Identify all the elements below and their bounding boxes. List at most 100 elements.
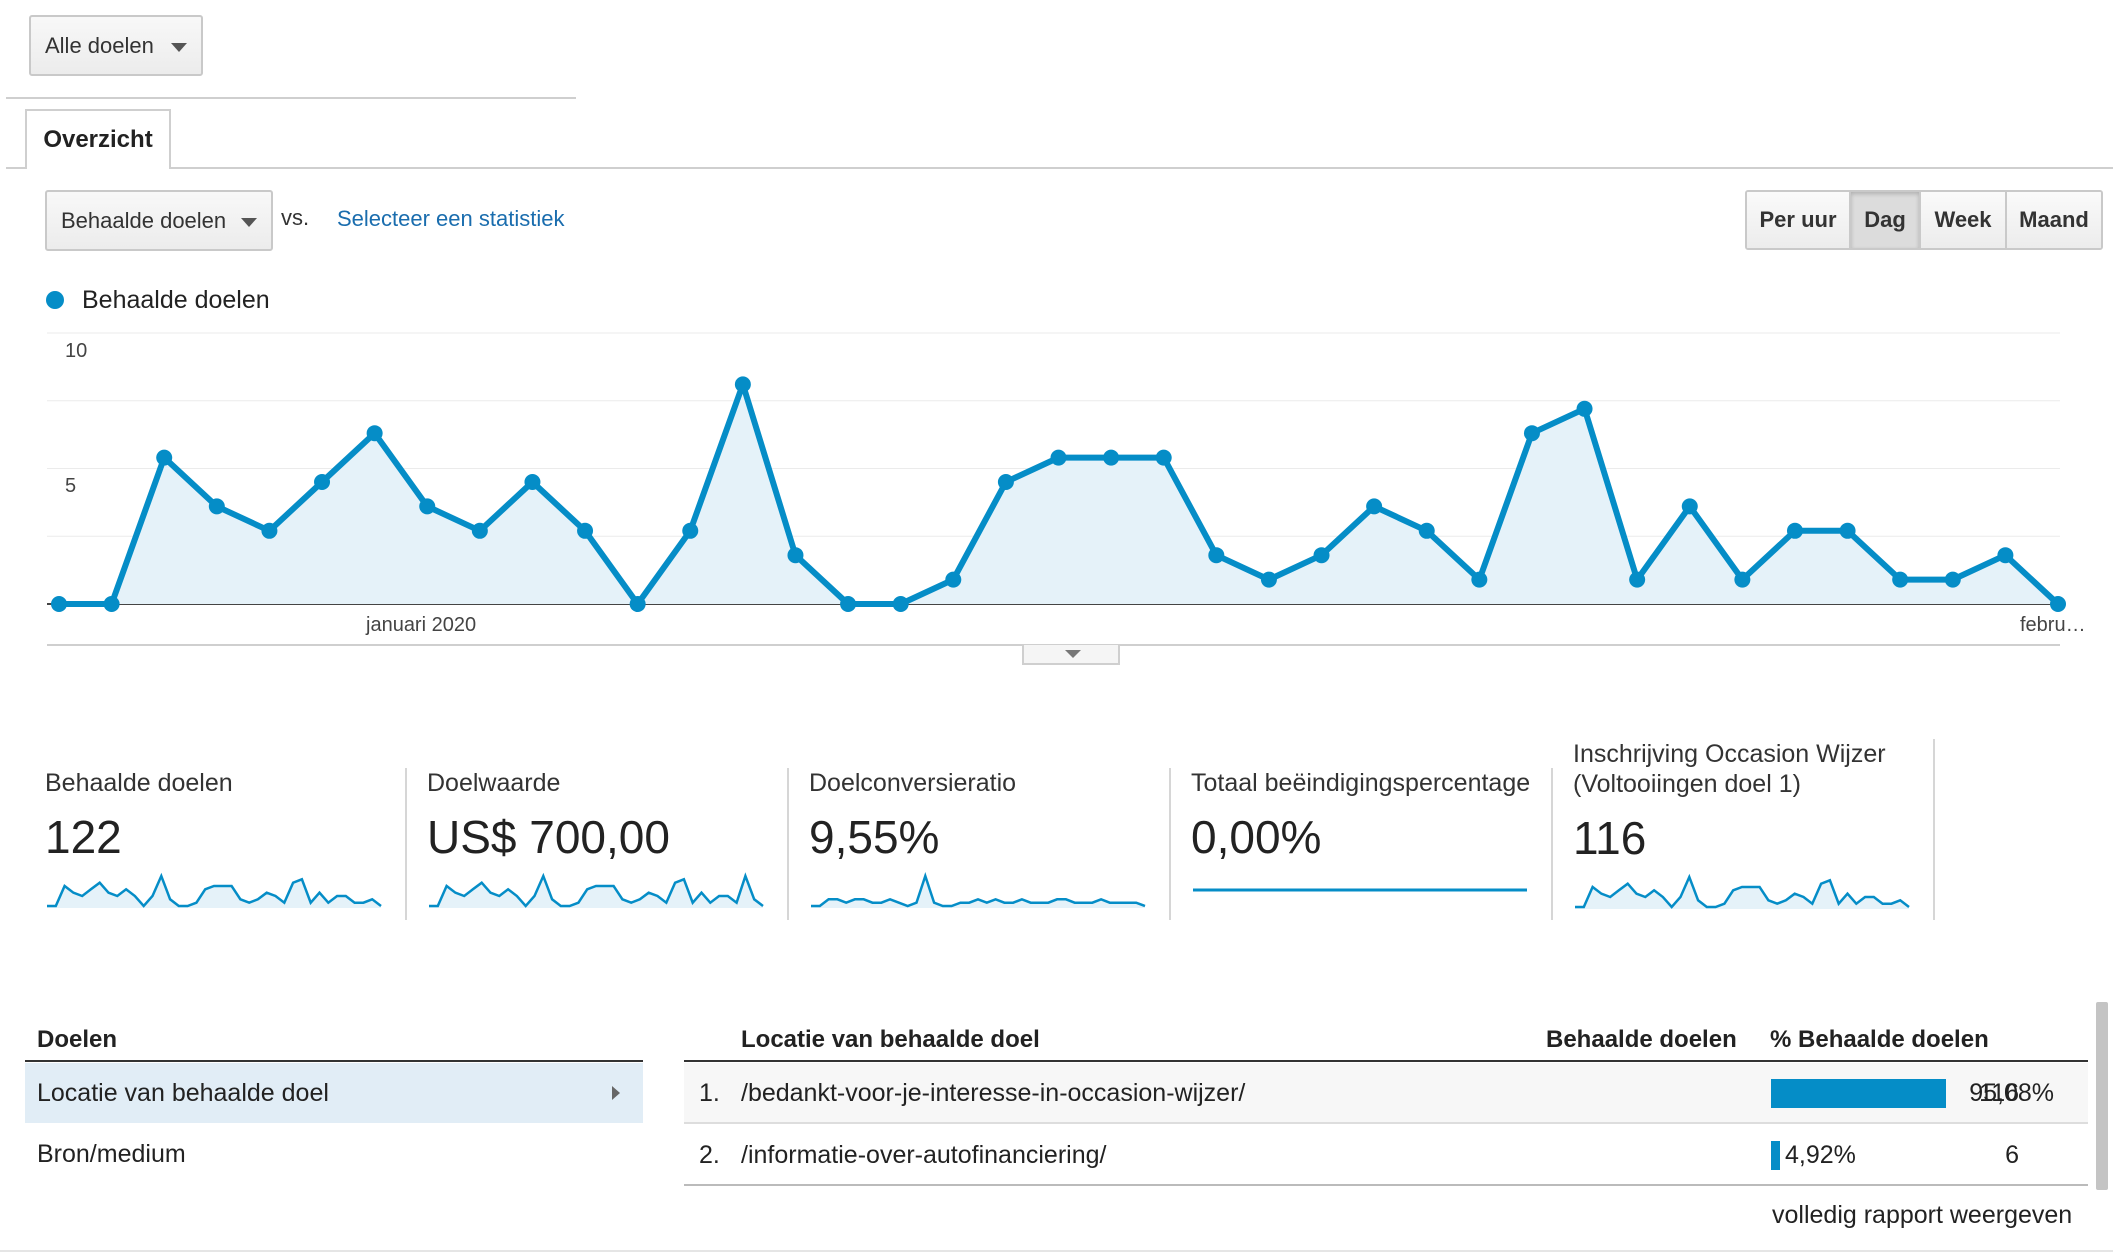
tab-label: Overzicht (43, 126, 153, 153)
data-point (1366, 498, 1383, 515)
data-point (892, 596, 909, 612)
row-goals: 116 (1979, 1079, 2019, 1107)
sparkline-line (47, 872, 382, 908)
divider (6, 97, 576, 99)
y-tick-label: 10 (65, 340, 88, 362)
row-goals: 6 (2005, 1141, 2019, 1169)
row-percent: 95,08% (1969, 1079, 2054, 1107)
scorecard-conversion-rate[interactable]: Doelconversieratio 9,55% (809, 768, 1154, 912)
data-point (629, 596, 646, 612)
scorecard-value: US$ 700,00 (427, 811, 670, 863)
scorecard-abandonment-rate[interactable]: Totaal beëindigingspercentage 0,00% (1191, 768, 1551, 912)
column-header-goals[interactable]: Behaalde doelen (1546, 1026, 1737, 1053)
row-location-link[interactable]: /bedankt-voor-je-interesse-in-occasion-w… (741, 1079, 1246, 1107)
scorecard-sparkline (429, 872, 764, 908)
legend-marker (46, 291, 64, 309)
divider (25, 1060, 643, 1062)
data-point (51, 596, 67, 612)
scorecard-goal-value[interactable]: Doelwaarde US$ 700,00 (427, 768, 772, 912)
metric-select-label: Behaalde doelen (61, 207, 227, 233)
scorecard-goals[interactable]: Behaalde doelen 122 (45, 768, 390, 912)
scorecard-value: 122 (45, 811, 122, 863)
column-header-location[interactable]: Locatie van behaalde doel (741, 1026, 1040, 1053)
data-point (1103, 449, 1120, 466)
data-point (1997, 547, 2014, 564)
data-point (1786, 522, 1803, 539)
granularity-day-button[interactable]: Dag (1851, 192, 1921, 248)
data-point (1734, 571, 1751, 588)
tab-baseline (6, 167, 25, 169)
sparkline-area (429, 876, 763, 908)
scorecard-label: Doelwaarde (427, 769, 561, 797)
row-percent: 4,92% (1785, 1141, 1856, 1169)
scorecard-label: Inschrijving Occasion Wijzer (Voltooiing… (1573, 740, 1886, 798)
scorecard-goal-1[interactable]: Inschrijving Occasion Wijzer (Voltooiing… (1573, 739, 1943, 913)
granularity-month-button[interactable]: Maand (2007, 192, 2101, 248)
data-point (945, 571, 962, 588)
divider (1933, 739, 1935, 920)
left-panel-heading: Doelen (37, 1026, 118, 1053)
row-location-link[interactable]: /informatie-over-autofinanciering/ (741, 1141, 1107, 1169)
data-point (1839, 522, 1856, 539)
sparkline-area (1575, 877, 1909, 909)
series-area (59, 384, 2058, 604)
data-point (156, 449, 173, 466)
data-point (1208, 547, 1225, 564)
row-index: 1. (699, 1079, 720, 1107)
column-header-percent[interactable]: % Behaalde doelen (1770, 1026, 1989, 1053)
left-panel-item-location[interactable]: Locatie van behaalde doel (25, 1063, 643, 1123)
data-point (734, 376, 751, 393)
goal-filter-dropdown[interactable]: Alle doelen (29, 15, 203, 76)
metric-select[interactable]: Behaalde doelen (45, 190, 273, 251)
data-point (366, 425, 383, 442)
row-percent-bar (1771, 1079, 1946, 1108)
table-row: 2. /informatie-over-autofinanciering/ 6 … (684, 1124, 2088, 1184)
legend-label: Behaalde doelen (82, 286, 270, 314)
scorecard-label: Behaalde doelen (45, 769, 233, 797)
goals-line-chart (47, 332, 2066, 646)
data-point (1471, 571, 1488, 588)
scrollbar[interactable] (2096, 1002, 2108, 1190)
divider (684, 1122, 2088, 1124)
x-tick-label: febru… (2020, 614, 2086, 636)
row-percent-bar (1771, 1141, 1780, 1170)
scorecard-label: Doelconversieratio (809, 769, 1017, 797)
data-point (682, 522, 699, 539)
sparkline-line (1575, 873, 1910, 909)
chevron-down-icon (1065, 650, 1081, 658)
tab-overzicht[interactable]: Overzicht (25, 109, 171, 169)
granularity-toggle: Per uur Dag Week Maand (1745, 190, 2103, 250)
x-tick-label: januari 2020 (366, 614, 477, 636)
granularity-week-button[interactable]: Week (1921, 192, 2007, 248)
data-point (208, 498, 225, 515)
chevron-down-icon (171, 42, 187, 52)
scorecard-sparkline (47, 872, 382, 908)
full-report-link[interactable]: volledig rapport weergeven (1772, 1201, 2073, 1229)
scorecard-value: 116 (1573, 812, 1647, 864)
data-point (2050, 596, 2066, 612)
sparkline-line (811, 872, 1146, 908)
select-metric-link[interactable]: Selecteer een statistiek (337, 206, 565, 231)
chevron-down-icon (241, 217, 257, 227)
data-point (1681, 498, 1698, 515)
data-point (1313, 547, 1330, 564)
divider (405, 768, 407, 920)
data-point (787, 547, 804, 564)
data-point (1944, 571, 1961, 588)
vs-label: vs. (281, 205, 310, 230)
scorecard-value: 9,55% (809, 811, 940, 863)
left-panel-item-source-medium[interactable]: Bron/medium (37, 1140, 186, 1168)
chart-collapse-handle[interactable] (1022, 645, 1120, 665)
data-point (1892, 571, 1909, 588)
chevron-right-icon (612, 1086, 620, 1100)
y-tick-label: 5 (65, 475, 77, 497)
data-point (103, 596, 120, 612)
data-point (419, 498, 436, 515)
sparkline-line (429, 872, 764, 908)
tab-baseline (171, 167, 2113, 169)
data-point (1260, 571, 1277, 588)
data-point (1418, 522, 1435, 539)
data-point (1576, 400, 1593, 417)
sparkline-area (47, 876, 381, 908)
granularity-hour-button[interactable]: Per uur (1747, 192, 1851, 248)
